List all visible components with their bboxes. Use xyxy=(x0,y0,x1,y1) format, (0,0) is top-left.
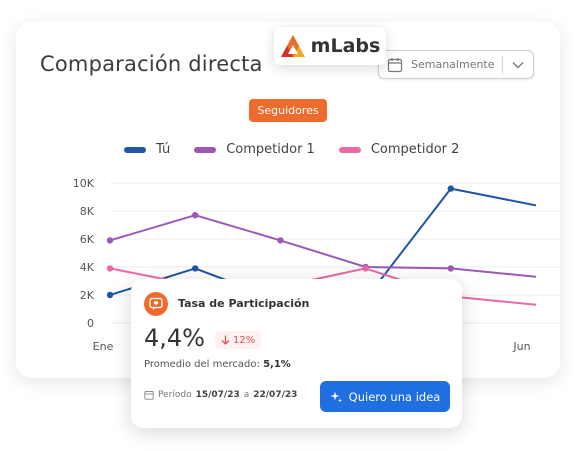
legend-label-tu: Tú xyxy=(156,142,171,157)
data-point xyxy=(447,185,454,192)
y-tick-label: 6K xyxy=(80,233,95,246)
delta-badge: 12% xyxy=(215,331,262,349)
legend-label-competidor-1: Competidor 1 xyxy=(226,142,315,157)
popup-title: Tasa de Participación xyxy=(178,297,310,310)
metric-popup: Tasa de Participación 4,4% 12% Promedio … xyxy=(131,279,462,428)
x-tick-label: Ene xyxy=(93,340,114,353)
heart-chat-icon xyxy=(144,292,168,316)
legend-item-tu[interactable]: Tú xyxy=(124,142,170,157)
period-to: 22/07/23 xyxy=(253,390,298,400)
mlabs-logo: mLabs xyxy=(274,27,386,65)
legend-item-competidor-2[interactable]: Competidor 2 xyxy=(338,142,460,157)
data-point xyxy=(192,265,199,272)
data-point xyxy=(106,237,114,244)
y-tick-label: 0 xyxy=(87,317,94,330)
period-label: Período xyxy=(158,390,192,400)
data-point xyxy=(447,265,454,272)
idea-button[interactable]: Quiero una idea xyxy=(320,381,450,412)
avg-value: 5,1% xyxy=(263,359,291,370)
y-tick-label: 2K xyxy=(80,289,95,302)
sparkle-icon xyxy=(330,391,342,402)
legend-swatch-competidor-1 xyxy=(194,146,217,153)
metric-pill[interactable]: Seguidores xyxy=(249,99,327,122)
delta-value: 12% xyxy=(233,334,256,346)
period-select[interactable]: Semanalmente xyxy=(378,50,534,79)
period-select-value: Semanalmente xyxy=(411,58,495,71)
card-title: Comparación directa xyxy=(40,52,263,76)
legend-item-competidor-1[interactable]: Competidor 1 xyxy=(194,142,315,157)
data-point xyxy=(106,265,114,272)
data-point xyxy=(106,291,114,299)
y-tick-label: 10K xyxy=(73,177,95,190)
idea-button-label: Quiero una idea xyxy=(348,389,441,404)
legend-swatch-tu xyxy=(124,146,146,153)
period-from: 15/07/23 xyxy=(195,390,240,400)
x-tick-label: Jun xyxy=(512,340,530,353)
select-divider xyxy=(502,55,503,74)
chevron-down-icon[interactable] xyxy=(503,61,533,69)
series-line-1 xyxy=(109,214,537,278)
avg-label: Promedio del mercado: xyxy=(144,359,260,370)
arrow-down-icon xyxy=(221,335,230,345)
popup-value: 4,4% xyxy=(144,324,205,352)
data-point xyxy=(362,265,369,272)
data-point xyxy=(192,212,199,219)
calendar-icon xyxy=(387,57,403,72)
calendar-small-icon xyxy=(144,391,154,400)
y-tick-label: 8K xyxy=(80,205,95,218)
chart-legend: Tú Competidor 1 Competidor 2 xyxy=(124,142,459,157)
legend-label-competidor-2: Competidor 2 xyxy=(370,142,460,157)
market-average: Promedio del mercado: 5,1% xyxy=(144,359,291,370)
period-sep: a xyxy=(243,390,250,400)
logo-name: mLabs xyxy=(310,35,381,57)
data-point xyxy=(277,237,284,244)
legend-swatch-competidor-2 xyxy=(338,146,361,153)
y-tick-label: 4K xyxy=(80,261,95,274)
period-range: Período 15/07/23 a 22/07/23 xyxy=(144,390,297,400)
mlabs-logo-icon xyxy=(280,35,305,57)
